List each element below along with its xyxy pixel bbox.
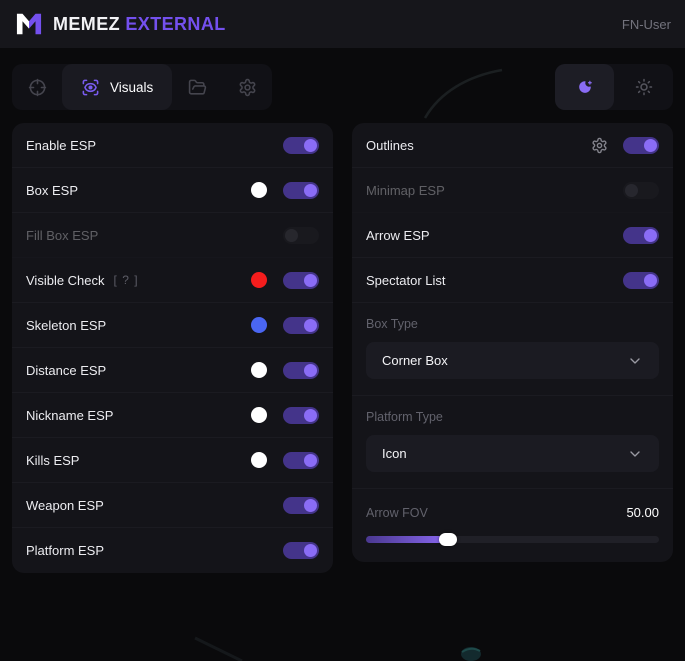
toggle-switch[interactable] xyxy=(283,406,319,424)
platform-type-section: Platform Type Icon xyxy=(352,396,673,489)
chevron-down-icon xyxy=(627,446,643,462)
toggle-switch[interactable] xyxy=(623,271,659,289)
setting-label: Visible Check xyxy=(26,272,105,288)
chevron-down-icon xyxy=(627,353,643,369)
platform-type-select[interactable]: Icon xyxy=(366,435,659,472)
settings-panels: Enable ESP Box ESP Fill Box ESP Visible … xyxy=(12,123,673,573)
arrow-fov-slider[interactable] xyxy=(366,533,659,546)
setting-label: Box ESP xyxy=(26,182,79,198)
platform-type-value: Icon xyxy=(382,446,407,461)
esp-panel-right: Outlines Minimap ESP Arrow ESP Spectator xyxy=(352,123,673,562)
setting-label: Outlines xyxy=(366,137,414,153)
scan-eye-icon xyxy=(82,79,99,95)
box-type-label: Box Type xyxy=(366,317,418,331)
setting-label: Spectator List xyxy=(366,272,446,288)
toggle-switch[interactable] xyxy=(283,271,319,289)
toggle-switch[interactable] xyxy=(283,542,319,559)
setting-row-outlines: Outlines xyxy=(352,123,673,168)
setting-row-platform-esp: Platform ESP xyxy=(12,528,333,573)
crosshair-icon xyxy=(28,78,46,96)
folder-icon xyxy=(188,79,206,95)
setting-label: Nickname ESP xyxy=(26,407,114,423)
username-label: FN-User xyxy=(621,16,671,32)
toggle-switch[interactable] xyxy=(283,136,319,154)
color-swatch[interactable] xyxy=(251,182,267,198)
arrow-fov-value: 50.00 xyxy=(626,505,659,520)
toggle-switch[interactable] xyxy=(283,226,319,244)
color-swatch[interactable] xyxy=(251,272,267,288)
brand: MEMEZ EXTERNAL xyxy=(14,11,226,37)
toggle-switch[interactable] xyxy=(623,181,659,199)
toggle-switch[interactable] xyxy=(283,316,319,334)
sun-icon xyxy=(635,78,652,96)
box-type-select[interactable]: Corner Box xyxy=(366,342,659,379)
slider-track[interactable] xyxy=(366,536,659,543)
arrow-fov-section: Arrow FOV 50.00 xyxy=(352,489,673,562)
box-type-value: Corner Box xyxy=(382,353,448,368)
box-type-section: Box Type Corner Box xyxy=(352,303,673,396)
setting-label: Weapon ESP xyxy=(26,497,104,513)
setting-label: Enable ESP xyxy=(26,137,97,153)
tab-aimbot[interactable] xyxy=(12,64,62,110)
setting-label: Distance ESP xyxy=(26,362,107,378)
arrow-fov-fill xyxy=(366,536,449,543)
setting-row-enable-esp: Enable ESP xyxy=(12,123,333,168)
toggle-switch[interactable] xyxy=(623,226,659,244)
setting-row-kills-esp: Kills ESP xyxy=(12,438,333,483)
color-swatch[interactable] xyxy=(251,362,267,378)
color-swatch[interactable] xyxy=(251,452,267,468)
setting-row-weapon-esp: Weapon ESP xyxy=(12,483,333,528)
setting-label: Minimap ESP xyxy=(366,182,445,198)
toggle-switch[interactable] xyxy=(283,361,319,379)
setting-row-arrow-esp: Arrow ESP xyxy=(352,213,673,258)
moon-icon xyxy=(578,80,592,93)
tab-settings[interactable] xyxy=(222,64,272,110)
arrow-fov-label: Arrow FOV xyxy=(366,505,428,520)
setting-label: Kills ESP xyxy=(26,452,80,468)
color-swatch[interactable] xyxy=(251,317,267,333)
outlines-settings-gear-icon[interactable] xyxy=(591,137,608,154)
help-hint: [ ? ] xyxy=(113,273,139,287)
setting-row-box-esp: Box ESP xyxy=(12,168,333,213)
brand-logo xyxy=(16,13,42,35)
esp-panel-left: Enable ESP Box ESP Fill Box ESP Visible … xyxy=(12,123,333,573)
setting-row-nickname-esp: Nickname ESP xyxy=(12,393,333,438)
setting-row-distance-esp: Distance ESP xyxy=(12,348,333,393)
toggle-switch[interactable] xyxy=(623,136,659,154)
gear-icon xyxy=(239,78,256,96)
setting-row-skeleton-esp: Skeleton ESP xyxy=(12,303,333,348)
tab-configs[interactable] xyxy=(172,64,222,110)
platform-type-label: Platform Type xyxy=(366,410,443,424)
setting-row-fill-box-esp: Fill Box ESP xyxy=(12,213,333,258)
setting-label: Skeleton ESP xyxy=(26,317,107,333)
setting-row-minimap-esp: Minimap ESP xyxy=(352,168,673,213)
setting-label: Platform ESP xyxy=(26,543,105,558)
theme-toggle-group xyxy=(555,64,673,110)
setting-row-visible-check: Visible Check [ ? ] xyxy=(12,258,333,303)
setting-label: Fill Box ESP xyxy=(26,227,99,243)
app-header: MEMEZ EXTERNAL FN-User xyxy=(0,0,685,48)
arrow-fov-thumb[interactable] xyxy=(439,533,458,546)
tab-bar: Visuals xyxy=(12,64,673,110)
toggle-switch[interactable] xyxy=(283,181,319,199)
toggle-switch[interactable] xyxy=(283,451,319,469)
setting-label: Arrow ESP xyxy=(366,227,430,243)
setting-row-spectator-list: Spectator List xyxy=(352,258,673,303)
tab-visuals[interactable]: Visuals xyxy=(62,64,173,110)
app-title: MEMEZ EXTERNAL xyxy=(53,13,226,34)
toggle-switch[interactable] xyxy=(283,496,319,514)
light-mode-button[interactable] xyxy=(614,64,673,110)
color-swatch[interactable] xyxy=(251,407,267,423)
tab-group: Visuals xyxy=(12,64,273,110)
dark-mode-button[interactable] xyxy=(555,64,614,110)
tab-visuals-label: Visuals xyxy=(110,79,154,95)
